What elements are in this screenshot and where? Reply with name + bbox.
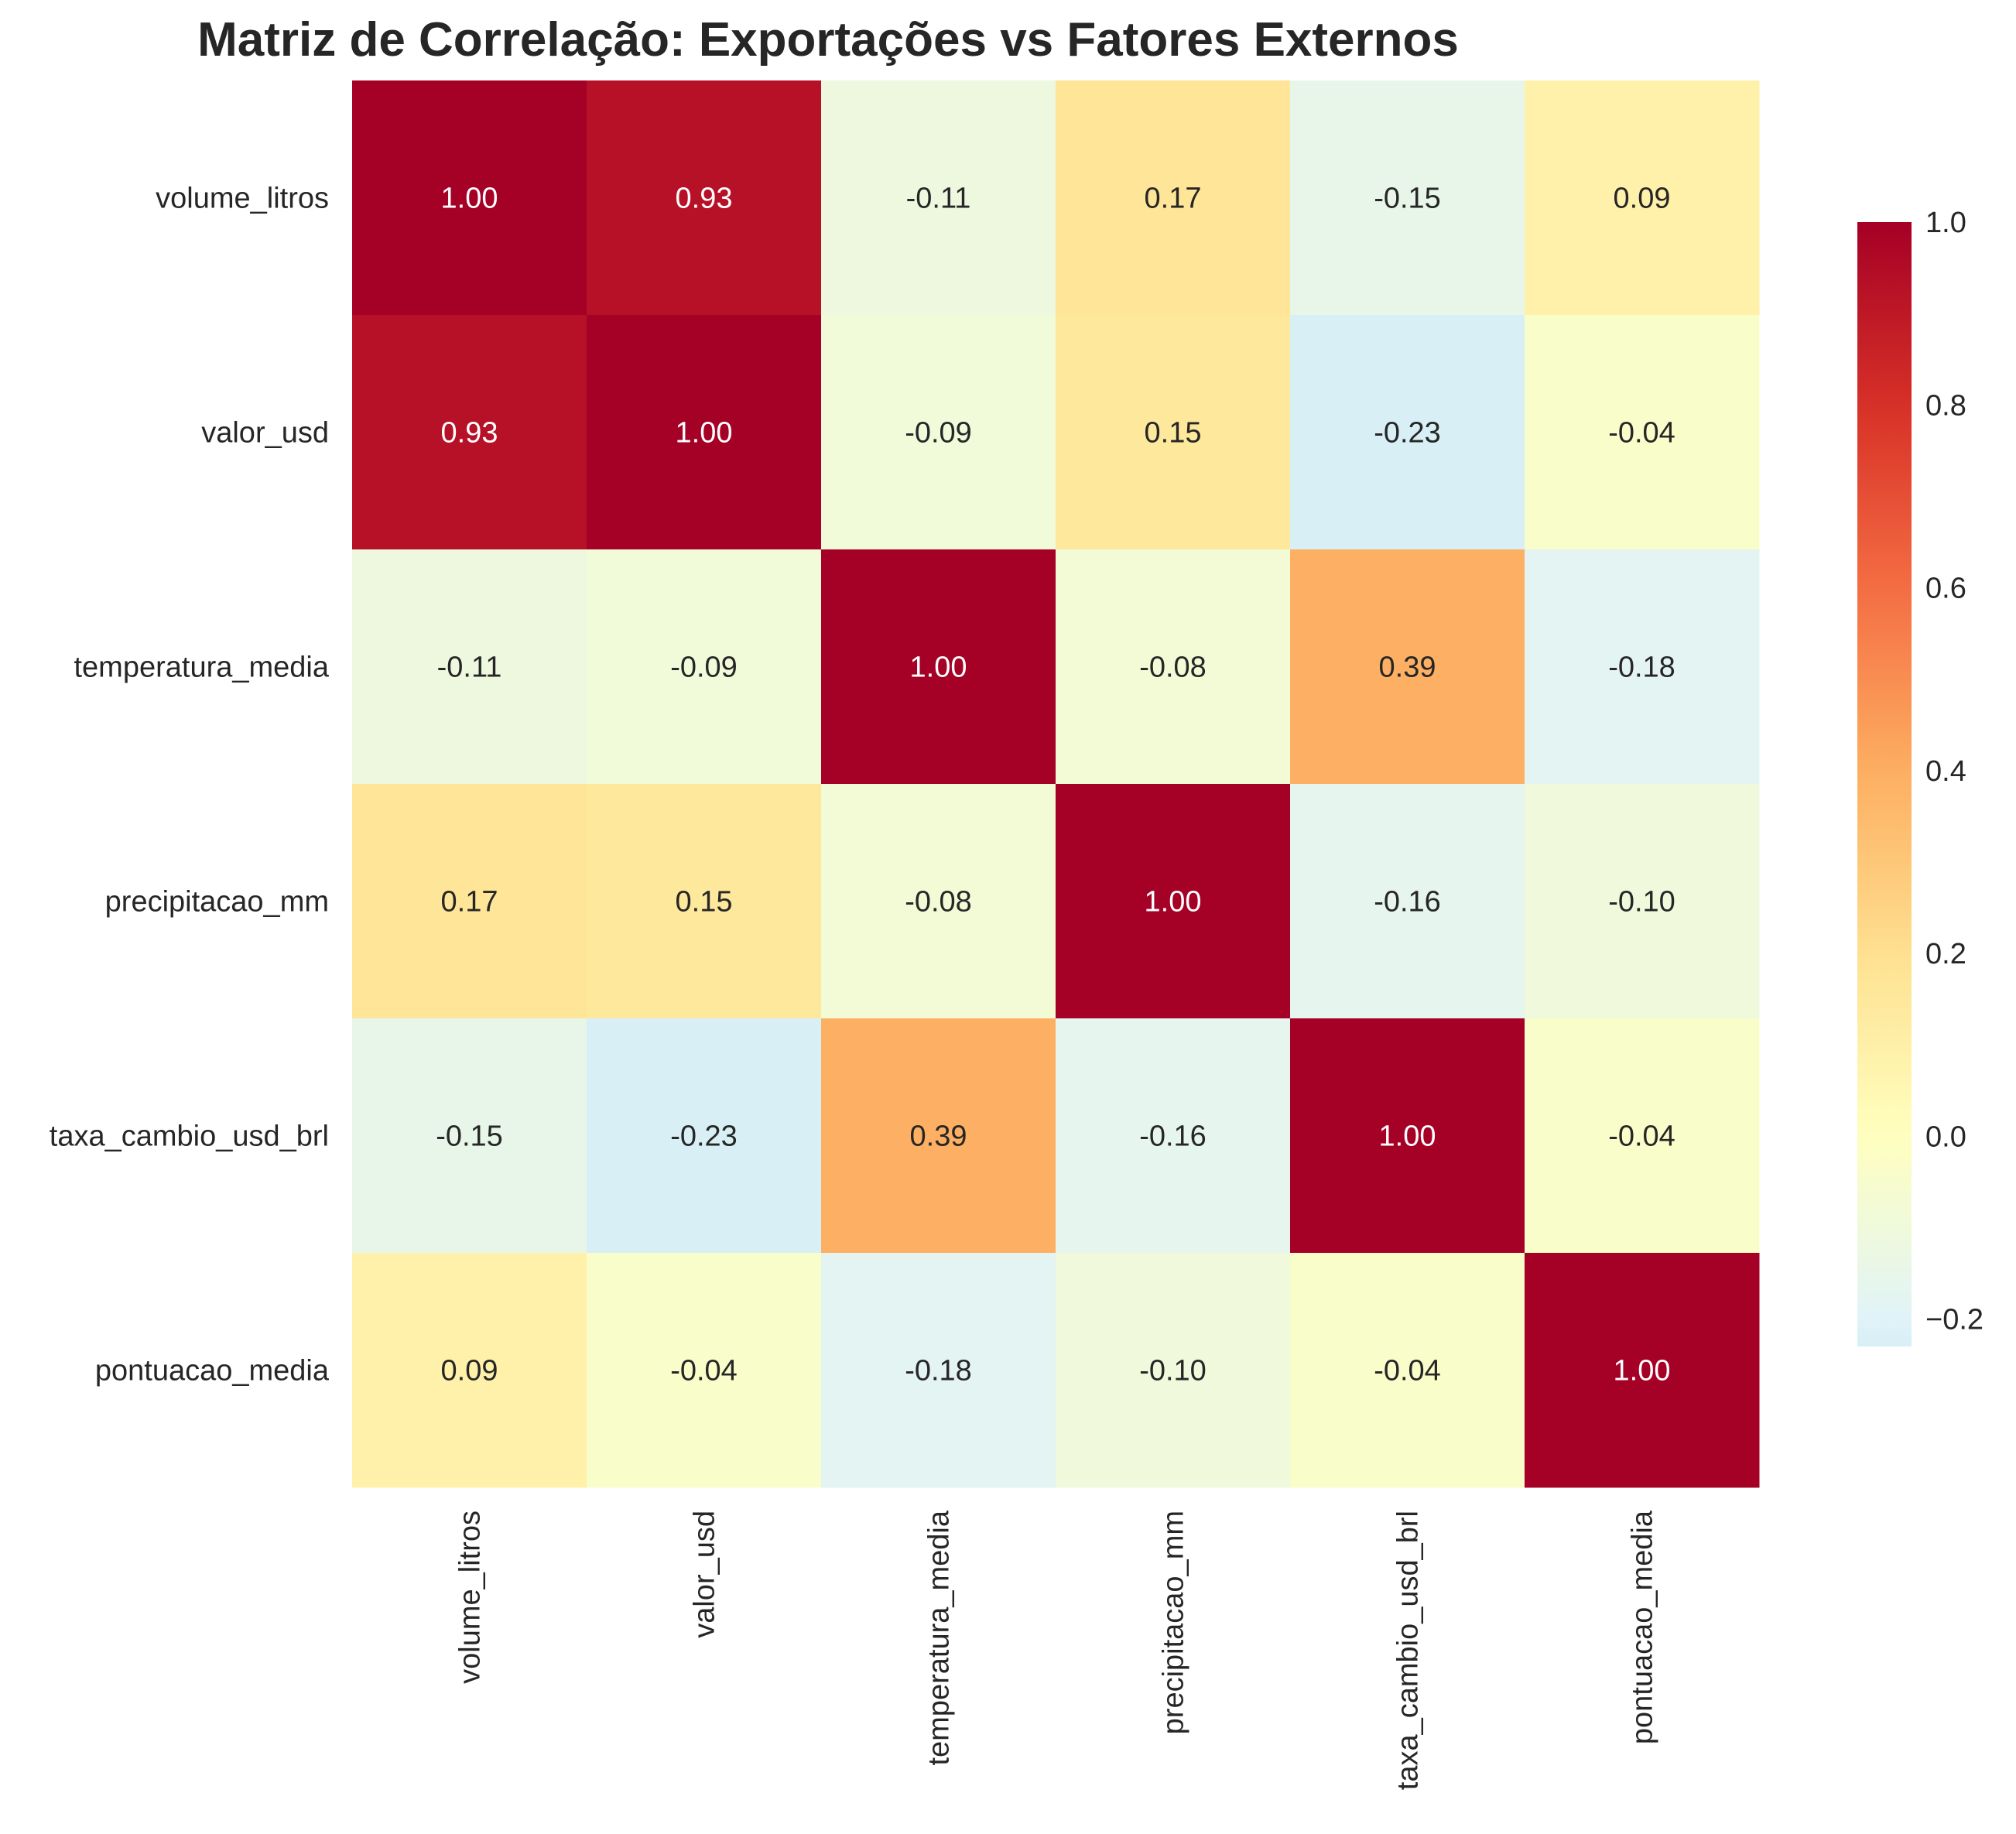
y-axis-tick-labels: volume_litros valor_usd temperatura_mediap… (50, 183, 330, 1387)
heatmap-cell (587, 80, 822, 316)
heatmap-cell (1056, 549, 1291, 785)
y-tick-label: precipitacao_mm (105, 886, 329, 919)
cell-value-label: 0.17 (1145, 183, 1202, 215)
cell-value-label: -0.04 (1608, 417, 1675, 450)
cell-value-label: 0.39 (910, 1121, 967, 1153)
heatmap-cell (821, 549, 1056, 785)
colorbar-tick-label: 0.6 (1925, 573, 1966, 605)
cell-value-label: 0.93 (676, 183, 733, 215)
x-tick-label: taxa_cambio_usd_brl (1392, 1511, 1425, 1790)
heatmap-cell (587, 549, 822, 785)
heatmap-cell (352, 549, 587, 785)
colorbar-tick-label: 1.0 (1925, 207, 1966, 239)
heatmap-cell (1056, 80, 1291, 316)
cell-value-label: 0.39 (1379, 652, 1436, 684)
y-tick-label: pontuacao_media (95, 1355, 330, 1387)
cell-value-label: 1.00 (910, 652, 967, 684)
heatmap-cell (1056, 1253, 1291, 1488)
heatmap-cell (587, 1253, 822, 1488)
cell-value-label: -0.23 (670, 1121, 738, 1153)
heatmap-cell (821, 1253, 1056, 1488)
heatmap-cell (352, 784, 587, 1019)
cell-value-label: -0.18 (1608, 652, 1675, 684)
cell-value-label: -0.11 (437, 652, 502, 684)
heatmap-cell (352, 1253, 587, 1488)
heatmap-cell (1525, 549, 1760, 785)
cell-value-label: -0.15 (1374, 183, 1441, 215)
heatmap-cell (352, 315, 587, 550)
cell-value-label: -0.10 (1139, 1355, 1207, 1387)
colorbar-tick-label: −0.2 (1925, 1304, 1983, 1336)
heatmap-cell (587, 315, 822, 550)
cell-value-label: -0.04 (670, 1355, 738, 1387)
heatmap-cell (1056, 784, 1291, 1019)
heatmap-value-labels: 1.00 0.93 -0.11 0.17 -0.15 0.09 0.93 1.00 -0.09 0… (436, 183, 1675, 1387)
colorbar-tick-label: 0.2 (1925, 938, 1966, 970)
heatmap-cell (352, 1018, 587, 1254)
y-tick-label: taxa_cambio_usd_brl (50, 1121, 329, 1153)
x-tick-label: pontuacao_media (1627, 1510, 1659, 1744)
x-tick-label: precipitacao_mm (1158, 1511, 1190, 1734)
x-tick-label: valor_usd (689, 1511, 721, 1638)
heatmap-cell (1525, 315, 1760, 550)
colorbar-gradient (1857, 222, 1912, 1346)
chart-title: Matriz de Correlação: Exportações vs Fat… (197, 13, 1459, 67)
x-tick-label: volume_litros (454, 1511, 487, 1684)
cell-value-label: 0.93 (441, 417, 498, 450)
cell-value-label: -0.04 (1374, 1355, 1441, 1387)
heatmap-cell (1056, 315, 1291, 550)
heatmap-cell (1290, 1018, 1525, 1254)
cell-value-label: -0.15 (436, 1121, 503, 1153)
heatmap-cell (1290, 315, 1525, 550)
heatmap-cell (587, 1018, 822, 1254)
colorbar: −0.2 0.0 0.2 0.4 0.6 0.8 1.0 (1857, 207, 1983, 1346)
x-axis-tick-labels: volume_litros valor_usd temperatura_media p… (454, 1510, 1659, 1790)
heatmap-cell (821, 784, 1056, 1019)
cell-value-label: -0.08 (1139, 652, 1207, 684)
heatmap-cell (1525, 1253, 1760, 1488)
heatmap-cells (352, 80, 1760, 1488)
cell-value-label: 0.15 (1145, 417, 1202, 450)
heatmap-cell (1290, 549, 1525, 785)
cell-value-label: 1.00 (1145, 886, 1202, 919)
heatmap-cell (1290, 80, 1525, 316)
cell-value-label: -0.04 (1608, 1121, 1675, 1153)
cell-value-label: 0.15 (676, 886, 733, 919)
cell-value-label: 0.09 (441, 1355, 498, 1387)
cell-value-label: -0.08 (905, 886, 972, 919)
heatmap-cell (1525, 784, 1760, 1019)
heatmap-cell (1525, 80, 1760, 316)
heatmap-cell (821, 1018, 1056, 1254)
colorbar-tick-label: 0.4 (1925, 755, 1966, 788)
heatmap-cell (821, 315, 1056, 550)
heatmap-cell (821, 80, 1056, 316)
cell-value-label: -0.18 (905, 1355, 972, 1387)
heatmap-cell (1525, 1018, 1760, 1254)
colorbar-tick-label: 0.8 (1925, 389, 1966, 422)
heatmap-cell (1056, 1018, 1291, 1254)
cell-value-label: -0.09 (905, 417, 972, 450)
cell-value-label: 1.00 (441, 183, 498, 215)
y-tick-label: volume_litros (156, 183, 329, 215)
x-tick-label: temperatura_media (923, 1510, 956, 1765)
cell-value-label: -0.16 (1374, 886, 1441, 919)
colorbar-tick-label: 0.0 (1925, 1121, 1966, 1153)
cell-value-label: -0.10 (1608, 886, 1675, 919)
cell-value-label: -0.11 (906, 183, 971, 215)
cell-value-label: 1.00 (1379, 1121, 1436, 1153)
y-tick-label: valor_usd (201, 417, 329, 450)
cell-value-label: -0.09 (670, 652, 738, 684)
cell-value-label: -0.23 (1374, 417, 1441, 450)
heatmap-cell (1290, 784, 1525, 1019)
y-tick-label: temperatura_media (74, 652, 329, 684)
cell-value-label: -0.16 (1139, 1121, 1207, 1153)
cell-value-label: 0.09 (1614, 183, 1671, 215)
heatmap-cell (1290, 1253, 1525, 1488)
cell-value-label: 1.00 (676, 417, 733, 450)
cell-value-label: 1.00 (1614, 1355, 1671, 1387)
heatmap-cell (352, 80, 587, 316)
heatmap-cell (587, 784, 822, 1019)
cell-value-label: 0.17 (441, 886, 498, 919)
